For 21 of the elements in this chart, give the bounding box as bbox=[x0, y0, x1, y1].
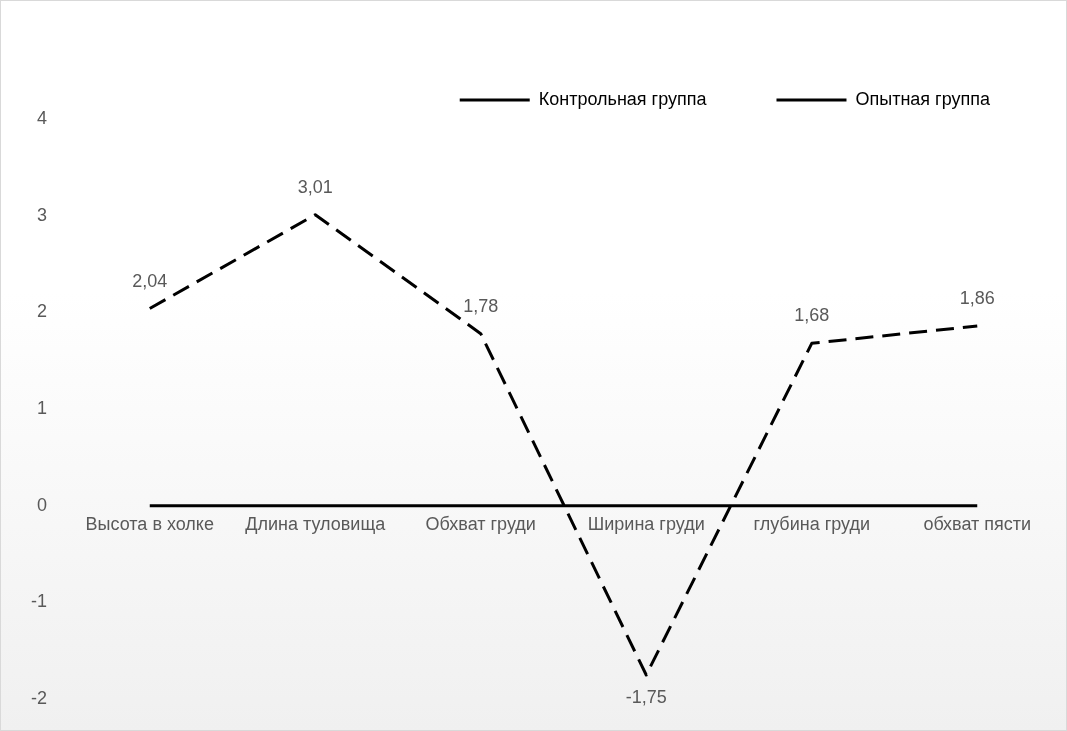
y-tick-label: 0 bbox=[36, 494, 47, 515]
data-label: 1,78 bbox=[463, 295, 499, 316]
data-label: 1,68 bbox=[794, 305, 830, 326]
x-tick-label: обхват пясти bbox=[923, 513, 1032, 534]
y-tick-label: -1 bbox=[30, 591, 47, 612]
x-tick-label: глубина груди bbox=[753, 513, 871, 534]
y-tick-label: 3 bbox=[36, 204, 47, 225]
x-tick-label: Длина туловища bbox=[245, 513, 387, 534]
x-tick-label: Ширина груди bbox=[587, 513, 705, 534]
data-label: 1,86 bbox=[959, 287, 995, 308]
y-tick-label: 2 bbox=[36, 301, 47, 322]
y-tick-label: 1 bbox=[36, 398, 47, 419]
data-label: -1,75 bbox=[625, 686, 667, 707]
legend-label: Опытная группа bbox=[855, 88, 991, 109]
y-tick-label: 4 bbox=[36, 107, 47, 128]
x-tick-label: Высота в холке bbox=[85, 513, 214, 534]
data-label: 2,04 bbox=[132, 270, 168, 291]
legend-label: Контрольная группа bbox=[538, 88, 708, 109]
data-label: 3,01 bbox=[297, 176, 333, 197]
y-tick-label: -2 bbox=[30, 688, 47, 709]
x-tick-label: Обхват груди bbox=[425, 513, 536, 534]
